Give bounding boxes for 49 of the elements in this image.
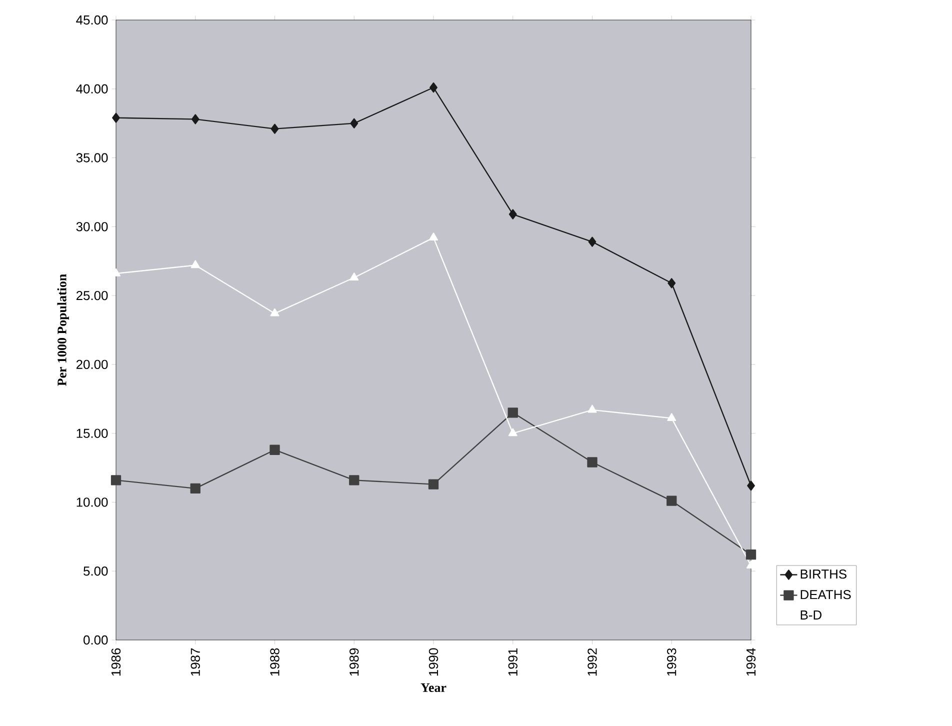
y-tick-label: 30.00 <box>76 222 108 232</box>
y-axis-title: Per 1000 Population <box>57 274 69 386</box>
y-tick-label: 5.00 <box>84 566 108 576</box>
point <box>350 118 358 128</box>
point <box>270 444 280 455</box>
x-tick-label: 1992 <box>588 648 597 676</box>
x-tick-label: 1990 <box>428 648 438 676</box>
point <box>430 82 438 93</box>
y-tick-label: 10.00 <box>76 498 108 507</box>
y-tick-label: 20.00 <box>76 360 108 370</box>
y-tick-label: 45.00 <box>76 15 108 25</box>
x-tick-label: 1989 <box>350 648 359 676</box>
point <box>110 475 122 486</box>
x-tick-label: 1988 <box>270 648 280 676</box>
y-tick-label: 40.00 <box>76 84 108 94</box>
point <box>190 260 200 268</box>
point <box>747 480 755 491</box>
point <box>746 549 756 560</box>
point <box>349 475 360 486</box>
x-tick-label: 1987 <box>190 648 200 676</box>
y-tick-label: 25.00 <box>76 290 108 300</box>
point <box>668 278 676 288</box>
point <box>191 114 200 124</box>
point <box>508 408 518 418</box>
x-axis-title: Year <box>420 683 446 692</box>
legend-label: BIRTHS <box>800 569 846 579</box>
x-tick-label: 1991 <box>508 648 518 676</box>
point <box>112 112 120 123</box>
y-tick-label: 0.00 <box>84 635 108 645</box>
y-tick-label: 35.00 <box>76 153 108 162</box>
x-tick-label: 1994 <box>746 648 756 676</box>
point <box>667 413 676 422</box>
point <box>350 272 359 280</box>
y-tick-label: 15.00 <box>76 428 108 438</box>
point <box>508 428 518 436</box>
point <box>587 457 598 468</box>
point <box>666 496 677 506</box>
point <box>588 404 597 413</box>
x-tick-label: 1986 <box>111 648 121 676</box>
point <box>588 236 596 247</box>
point <box>270 124 279 134</box>
legend-label: DEATHS <box>800 590 851 600</box>
x-tick-label: 1993 <box>667 648 676 676</box>
point <box>190 483 200 494</box>
point <box>429 232 438 241</box>
point <box>428 479 439 490</box>
point <box>508 209 517 220</box>
text: B-D <box>800 610 822 620</box>
point <box>270 308 280 316</box>
